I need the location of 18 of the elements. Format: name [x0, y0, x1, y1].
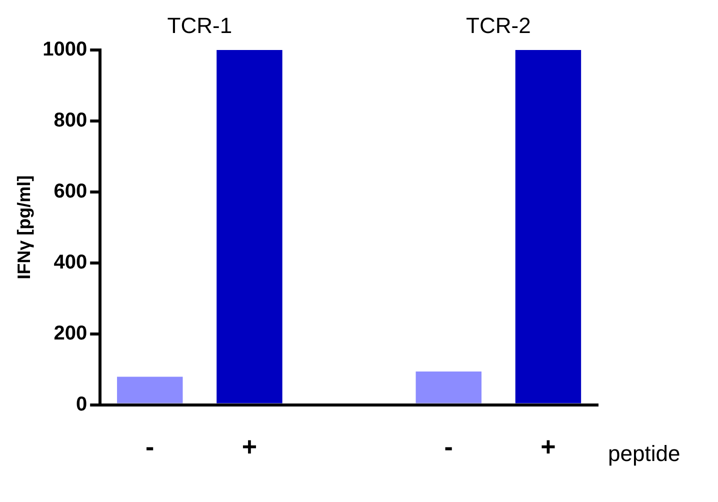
bar [515, 50, 582, 404]
y-axis-title: IFNγ [pg/ml] [14, 175, 34, 280]
x-tick-label: + [540, 432, 556, 462]
y-tick-label: 800 [54, 109, 88, 132]
y-tick-label: 1000 [42, 38, 88, 61]
text: TCR-2 [466, 13, 531, 38]
y-tick-label: 200 [54, 322, 88, 344]
bar [216, 50, 282, 404]
x-tick-label: + [242, 432, 258, 462]
y-tick-label: 0 [76, 393, 88, 416]
x-tick-label: - [146, 432, 154, 462]
text: TCR-1 [167, 13, 232, 38]
y-tick-label: 600 [54, 180, 88, 202]
bar [117, 376, 183, 404]
x-axis-title: peptide [608, 440, 680, 466]
x-tick-label: - [444, 432, 453, 462]
y-tick-label: 400 [54, 251, 88, 274]
bar [416, 371, 482, 404]
